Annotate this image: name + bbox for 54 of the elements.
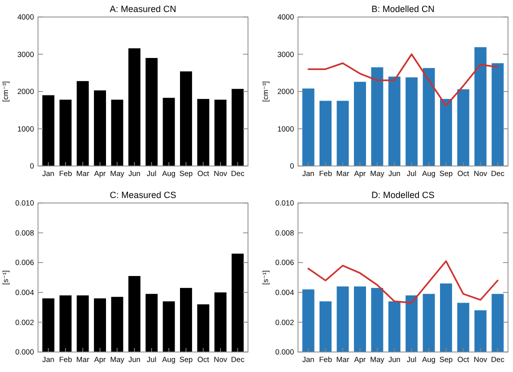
bar bbox=[128, 48, 140, 166]
bar bbox=[457, 302, 470, 352]
bar bbox=[388, 76, 400, 166]
bar bbox=[422, 294, 435, 352]
bar bbox=[354, 82, 366, 166]
bar bbox=[197, 304, 210, 352]
bar bbox=[406, 295, 418, 352]
bar bbox=[336, 286, 349, 352]
bar bbox=[492, 63, 504, 166]
bar bbox=[42, 95, 54, 166]
bar bbox=[128, 276, 140, 352]
bar bbox=[60, 295, 72, 352]
bar bbox=[76, 295, 89, 352]
bar bbox=[232, 254, 244, 352]
bar bbox=[197, 98, 210, 166]
bar bbox=[42, 298, 54, 352]
bar bbox=[302, 88, 314, 166]
chart-title: C: Measured CS bbox=[110, 190, 176, 200]
bar bbox=[320, 301, 332, 352]
bar bbox=[320, 100, 332, 166]
bar bbox=[60, 100, 72, 166]
bar bbox=[180, 71, 192, 166]
bar bbox=[474, 47, 486, 166]
bar bbox=[146, 294, 158, 352]
chart-title: A: Measured CN bbox=[110, 4, 176, 14]
bar bbox=[146, 58, 158, 166]
bar bbox=[111, 296, 124, 352]
bar bbox=[406, 77, 418, 166]
bar bbox=[162, 98, 175, 166]
bar bbox=[94, 90, 106, 166]
bar bbox=[388, 301, 400, 352]
bar bbox=[214, 292, 226, 352]
bar bbox=[111, 100, 124, 166]
line-series bbox=[308, 53, 498, 106]
bar bbox=[232, 88, 244, 166]
bar bbox=[180, 288, 192, 352]
bar bbox=[371, 67, 384, 166]
bar bbox=[440, 98, 452, 166]
bar bbox=[94, 298, 106, 352]
bar bbox=[354, 286, 366, 352]
bar bbox=[457, 89, 470, 166]
bar bbox=[422, 68, 435, 166]
bar bbox=[76, 81, 89, 166]
bar bbox=[336, 100, 349, 166]
bar bbox=[492, 294, 504, 352]
chart-title: D: Modelled CS bbox=[371, 190, 435, 200]
bar bbox=[162, 301, 175, 352]
line-series bbox=[308, 260, 498, 304]
bar bbox=[214, 100, 226, 166]
chart-title: B: Modelled CN bbox=[371, 4, 435, 14]
bar bbox=[302, 289, 314, 352]
bar bbox=[440, 283, 452, 352]
bar bbox=[474, 310, 486, 352]
bar bbox=[371, 288, 384, 352]
